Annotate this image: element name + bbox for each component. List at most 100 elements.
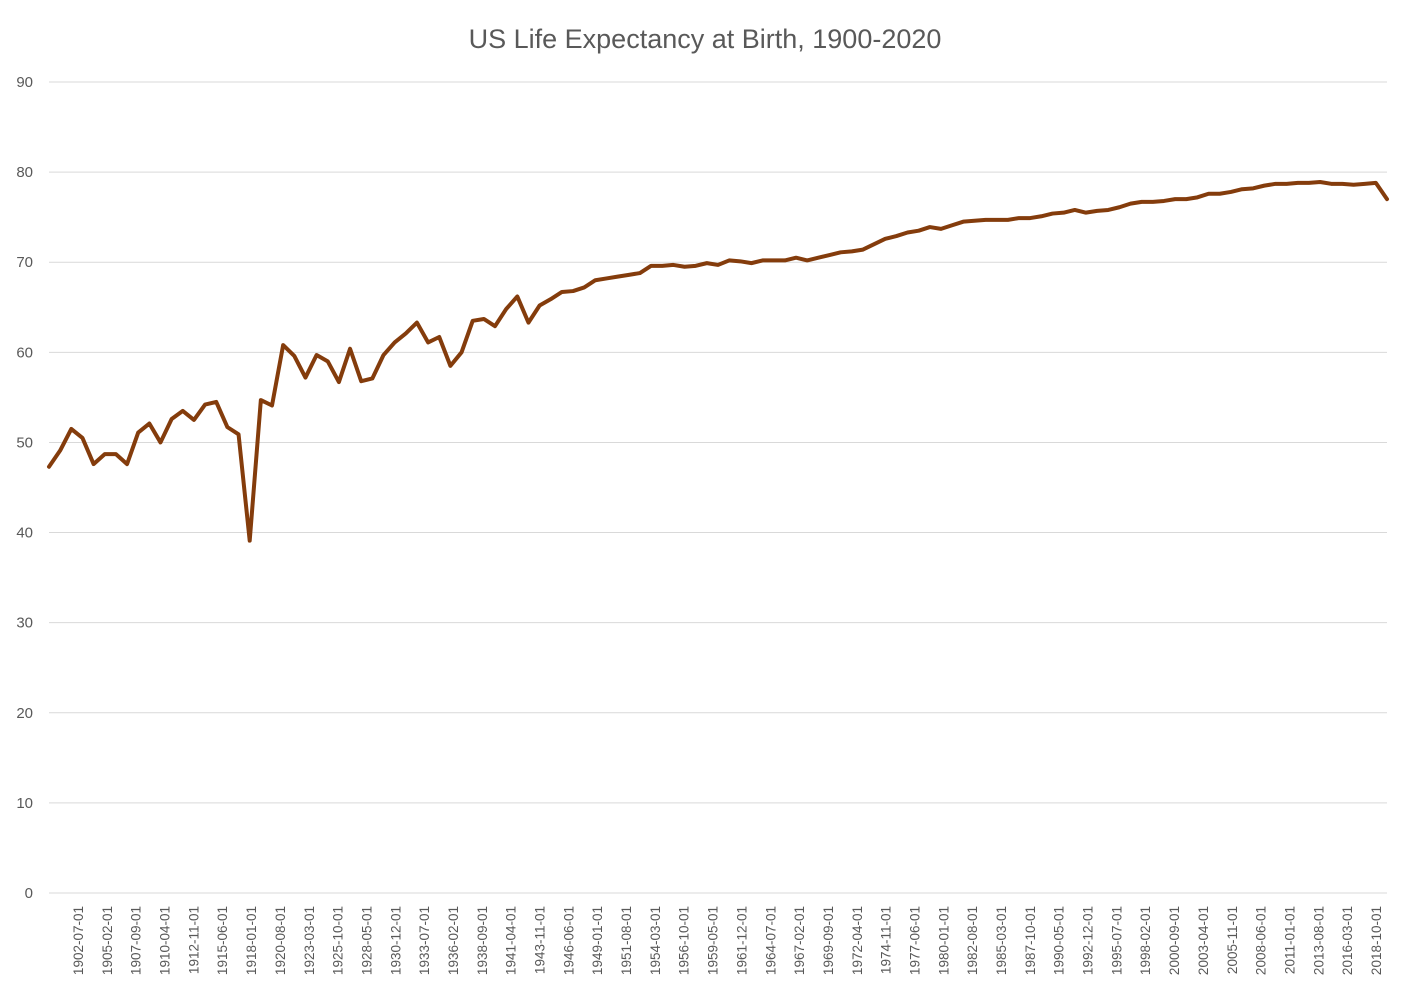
data-point xyxy=(738,259,742,263)
data-point xyxy=(649,264,653,268)
data-point xyxy=(772,258,776,262)
data-point xyxy=(716,263,720,267)
data-point xyxy=(1084,211,1088,215)
data-point xyxy=(292,354,296,358)
data-point xyxy=(984,218,988,222)
data-point xyxy=(337,380,341,384)
data-point xyxy=(1173,197,1177,201)
data-point xyxy=(437,335,441,339)
data-point xyxy=(426,340,430,344)
data-point xyxy=(1329,182,1333,186)
x-tick-label: 1990-05-01 xyxy=(1052,906,1067,975)
x-tick-label: 1933-07-01 xyxy=(417,906,432,975)
data-point xyxy=(917,229,921,233)
x-tick-label: 1920-08-01 xyxy=(273,906,288,975)
data-point xyxy=(549,297,553,301)
data-point xyxy=(315,353,319,357)
series-line xyxy=(47,180,1389,543)
data-point xyxy=(660,264,664,268)
x-tick-label: 1941-04-01 xyxy=(504,906,519,975)
data-point xyxy=(482,317,486,321)
data-point xyxy=(170,417,174,421)
x-tick-label: 1930-12-01 xyxy=(388,906,403,975)
data-point xyxy=(225,425,229,429)
x-tick-label: 1977-06-01 xyxy=(907,906,922,975)
data-point xyxy=(382,353,386,357)
data-point xyxy=(526,321,530,325)
data-point xyxy=(1095,209,1099,213)
x-tick-label: 1961-12-01 xyxy=(734,906,749,975)
data-point xyxy=(504,307,508,311)
data-point xyxy=(460,350,464,354)
data-point xyxy=(794,256,798,260)
data-point xyxy=(805,258,809,262)
x-tick-label: 1980-01-01 xyxy=(936,906,951,975)
data-point xyxy=(1162,199,1166,203)
data-point xyxy=(259,398,263,402)
data-point xyxy=(1117,205,1121,209)
data-point xyxy=(270,404,274,408)
x-tick-label: 2013-08-01 xyxy=(1311,906,1326,975)
data-point xyxy=(69,427,73,431)
data-point xyxy=(1184,197,1188,201)
x-tick-label: 1938-09-01 xyxy=(475,906,490,975)
y-tick-label: 30 xyxy=(16,615,33,632)
y-tick-label: 90 xyxy=(16,74,33,91)
data-point xyxy=(103,452,107,456)
x-tick-label: 2003-04-01 xyxy=(1196,906,1211,975)
x-tick-label: 2008-06-01 xyxy=(1254,906,1269,975)
data-point xyxy=(1318,180,1322,184)
data-point xyxy=(950,223,954,227)
data-point xyxy=(1129,202,1133,206)
data-point xyxy=(749,261,753,265)
data-point xyxy=(214,400,218,404)
y-tick-label: 40 xyxy=(16,525,33,542)
data-point xyxy=(783,258,787,262)
data-point xyxy=(136,431,140,435)
data-point xyxy=(58,449,62,453)
data-point xyxy=(1039,214,1043,218)
x-tick-label: 1949-01-01 xyxy=(590,906,605,975)
data-point xyxy=(281,343,285,347)
x-tick-label: 1985-03-01 xyxy=(994,906,1009,975)
data-point xyxy=(393,340,397,344)
x-tick-label: 1998-02-01 xyxy=(1138,906,1153,975)
y-tick-label: 10 xyxy=(16,795,33,812)
x-tick-label: 1946-06-01 xyxy=(561,906,576,975)
data-point xyxy=(1374,181,1378,185)
x-tick-label: 1992-12-01 xyxy=(1081,906,1096,975)
data-point xyxy=(1151,200,1155,204)
data-point xyxy=(326,359,330,363)
x-tick-label: 1918-01-01 xyxy=(244,906,259,975)
data-point xyxy=(203,403,207,407)
data-point xyxy=(181,409,185,413)
data-point xyxy=(627,273,631,277)
data-point xyxy=(348,347,352,351)
x-tick-label: 1967-02-01 xyxy=(792,906,807,975)
data-point xyxy=(828,253,832,257)
data-point xyxy=(1062,211,1066,215)
x-tick-label: 1907-09-01 xyxy=(129,906,144,975)
data-point xyxy=(705,261,709,265)
x-tick-label: 1974-11-01 xyxy=(879,906,894,974)
data-point xyxy=(1218,192,1222,196)
data-point xyxy=(1340,182,1344,186)
data-point xyxy=(1028,216,1032,220)
data-point xyxy=(404,331,408,335)
x-tick-label: 2000-09-01 xyxy=(1167,906,1182,975)
data-point xyxy=(1240,187,1244,191)
series-layer xyxy=(47,180,1389,543)
data-point xyxy=(1385,197,1389,201)
x-tick-label: 1925-10-01 xyxy=(331,906,346,975)
data-point xyxy=(995,218,999,222)
data-point xyxy=(638,271,642,275)
data-point xyxy=(1106,208,1110,212)
data-point xyxy=(538,303,542,307)
data-point xyxy=(671,263,675,267)
x-tick-label: 1969-09-01 xyxy=(821,906,836,975)
data-point xyxy=(471,319,475,323)
y-tick-label: 20 xyxy=(16,705,33,722)
gridlines xyxy=(49,81,1387,894)
x-tick-label: 1905-02-01 xyxy=(100,906,115,975)
data-point xyxy=(303,376,307,380)
